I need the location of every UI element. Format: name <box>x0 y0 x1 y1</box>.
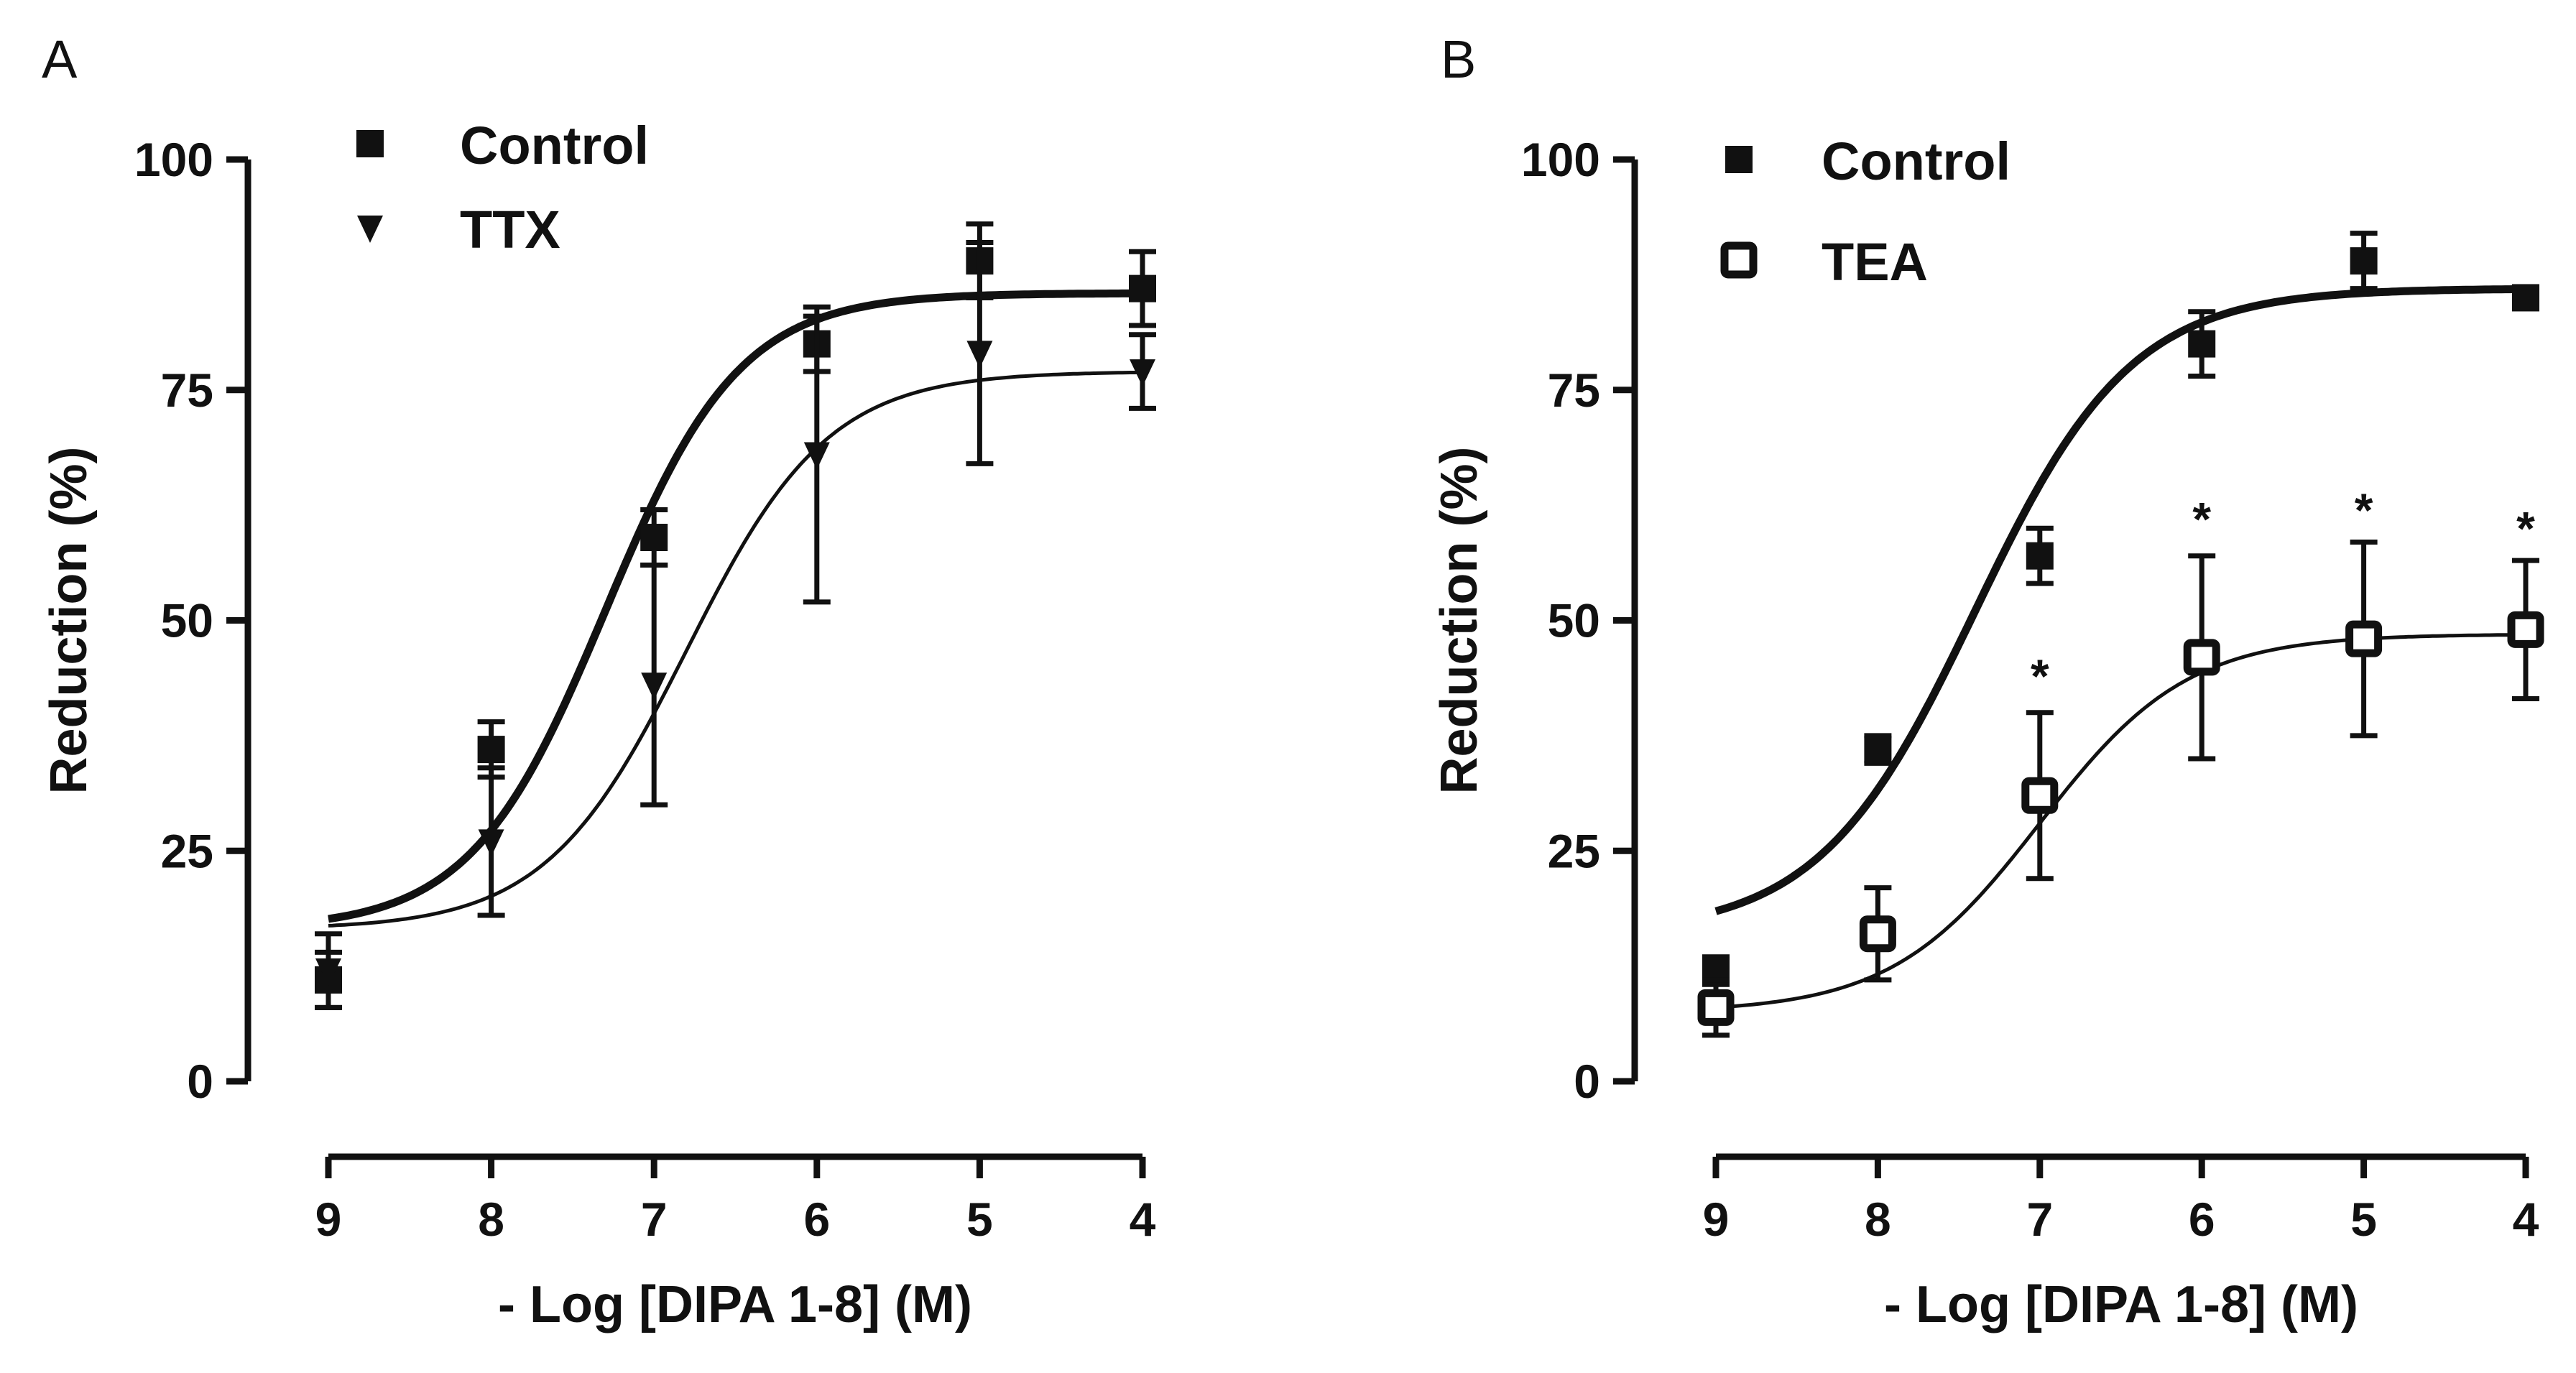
panel-b-significance-star: * <box>2355 484 2373 537</box>
panel-b-fit-curve-control <box>1714 285 2526 915</box>
panel-a-legend-marker-control <box>356 130 384 157</box>
panel-a-y-tick-label: 0 <box>187 1055 213 1108</box>
panel-a-letter: A <box>42 29 78 89</box>
panel-a-fit-curve-control <box>328 289 1143 923</box>
panel-b-x-tick-label: 8 <box>1865 1193 1891 1246</box>
panel-b-legend-label-control: Control <box>1822 131 2011 191</box>
panel-a-control-point <box>1129 274 1156 302</box>
panel-a-x-tick-label: 8 <box>478 1193 504 1246</box>
panel-b-letter: B <box>1441 29 1476 89</box>
panel-a-fit-curve-ttx <box>328 370 1143 928</box>
panel-a-y-axis-title: Reduction (%) <box>40 447 98 795</box>
panel-a-x-tick-label: 7 <box>641 1193 668 1246</box>
panel-a: A 0 25 50 75 100 9 8 7 6 5 4 - Log [DIPA 1-8] (M) Re… <box>40 29 1156 1333</box>
panel-a-x-tick-label: 4 <box>1130 1193 1156 1246</box>
panel-b-control-point <box>2188 330 2216 358</box>
panel-a-legend-label-ttx: TTX <box>460 200 560 259</box>
panel-b-control-point <box>1864 736 1892 764</box>
panel-b-legend-marker-control <box>1725 146 1753 173</box>
panel-b-y-tick-label: 0 <box>1574 1055 1600 1108</box>
panel-b-legend-marker-tea <box>1720 241 1758 279</box>
panel-b-x-tick-label: 6 <box>2189 1193 2215 1246</box>
panel-b-x-tick-label: 7 <box>2026 1193 2053 1246</box>
panel-b-significance-star: * <box>2031 649 2049 703</box>
panel-b-tea-point <box>1697 989 1735 1026</box>
panel-b-tea-point <box>2507 611 2544 648</box>
panel-b-y-tick-label: 100 <box>1521 133 1600 186</box>
panel-a-ttx-point <box>641 672 668 701</box>
panel-a-ttx-point <box>803 442 830 470</box>
panel-b-tea-point <box>2345 620 2383 657</box>
panel-a-ttx-point <box>315 958 341 986</box>
panel-b-y-tick-label: 25 <box>1548 824 1600 877</box>
panel-b-x-tick-label: 5 <box>2350 1193 2377 1246</box>
panel-b-tea-point <box>1859 915 1896 953</box>
panel-b: B 0 25 50 75 100 9 8 7 6 5 4 - Log [DIPA 1-8] (M) Re… <box>1431 29 2544 1333</box>
panel-b-significance-star: * <box>2516 502 2535 555</box>
panel-b-legend-label-tea: TEA <box>1822 232 1928 292</box>
panel-b-y-axis-title: Reduction (%) <box>1431 447 1488 795</box>
panel-a-legend-marker-ttx <box>357 216 383 243</box>
panel-a-control-point <box>477 736 505 764</box>
panel-a-y-tick-label: 25 <box>161 824 213 877</box>
panel-b-x-tick-label: 9 <box>1703 1193 1730 1246</box>
panel-b-significance-star: * <box>2192 493 2211 546</box>
panel-a-ttx-point <box>966 341 993 369</box>
panel-a-y-tick-label: 100 <box>134 133 213 186</box>
panel-a-x-tick-label: 6 <box>803 1193 830 1246</box>
panel-b-control-point <box>2512 284 2539 312</box>
panel-b-tea-point <box>2183 639 2220 676</box>
panel-b-x-axis-title: - Log [DIPA 1-8] (M) <box>1884 1276 2358 1333</box>
panel-a-x-tick-label: 5 <box>966 1193 993 1246</box>
panel-a-x-axis-title: - Log [DIPA 1-8] (M) <box>498 1276 972 1333</box>
panel-a-y-tick-label: 75 <box>161 364 213 417</box>
panel-a-y-tick-label: 50 <box>161 594 213 647</box>
panel-b-tea-point <box>2021 777 2059 814</box>
panel-b-control-point <box>2026 542 2054 570</box>
panel-b-y-tick-label: 75 <box>1548 364 1600 417</box>
panel-b-fit-curve-tea <box>1715 633 2526 1009</box>
panel-b-y-tick-label: 50 <box>1548 594 1600 647</box>
panel-a-x-tick-label: 9 <box>315 1193 342 1246</box>
panel-b-control-point <box>2350 247 2378 275</box>
panel-a-ttx-point <box>1130 359 1155 387</box>
panel-a-legend-label-control: Control <box>460 116 649 175</box>
panel-a-control-point <box>640 524 668 552</box>
panel-b-x-tick-label: 4 <box>2513 1193 2539 1246</box>
panel-a-ttx-point <box>478 829 504 857</box>
